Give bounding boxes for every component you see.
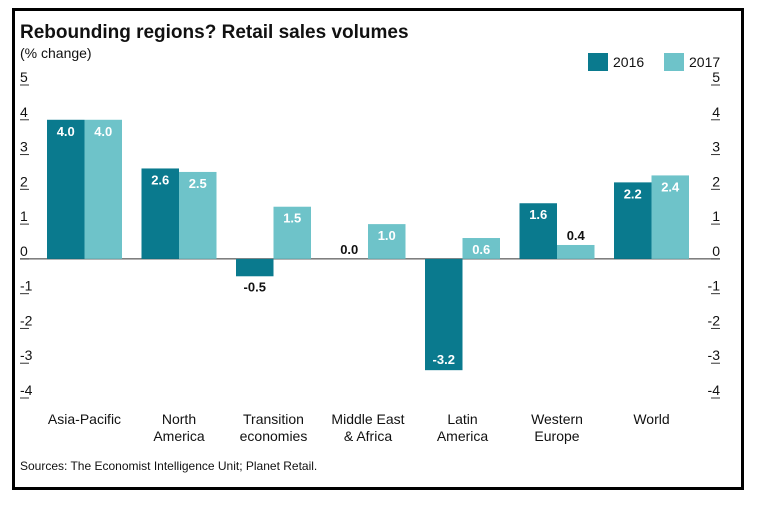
bar-2017-1 — [179, 171, 217, 259]
bar-2016-2 — [236, 258, 274, 277]
legend-swatch-2017 — [664, 53, 684, 71]
data-label-2016-0: 4.0 — [57, 124, 75, 139]
legend-label-2017: 2017 — [689, 54, 720, 70]
category-label-2: Transition — [243, 411, 304, 427]
y-tick-label-right: 3 — [712, 139, 720, 155]
y-tick-label-left: -1 — [20, 278, 33, 294]
category-label-1: North — [162, 411, 196, 427]
bar-2016-4 — [425, 258, 463, 371]
chart-title: Rebounding regions? Retail sales volumes — [20, 22, 409, 43]
y-tick-label-left: 4 — [20, 104, 28, 120]
data-label-2017-1: 2.5 — [189, 176, 207, 191]
y-tick-label-left: -3 — [20, 347, 33, 363]
y-tick-label-left: 5 — [20, 69, 28, 85]
data-label-2016-1: 2.6 — [151, 172, 169, 187]
bar-2016-6 — [614, 182, 652, 259]
data-label-2016-5: 1.6 — [529, 207, 547, 222]
category-label-1: America — [153, 428, 205, 444]
category-label-3: & Africa — [344, 428, 392, 444]
y-tick-label-left: 2 — [20, 173, 28, 189]
bar-2016-1 — [141, 168, 179, 259]
y-tick-label-right: 4 — [712, 104, 720, 120]
chart-subtitle: (% change) — [20, 45, 92, 61]
data-label-2016-2: -0.5 — [244, 279, 266, 294]
bar-2016-0 — [47, 119, 85, 259]
data-label-2016-4: -3.2 — [433, 352, 455, 367]
axes: 5 5 4 4 3 3 2 2 1 1 0 0 -1 -1 -2 -2 -3 -3 -4 -4 — [20, 69, 721, 399]
category-label-2: economies — [240, 428, 308, 444]
category-labels: Asia-Pacific NorthAmericaTransitioneconom… — [48, 411, 670, 444]
y-tick-label-left: 3 — [20, 139, 28, 155]
y-tick-label-right: -2 — [708, 312, 721, 328]
y-tick-label-right: 0 — [712, 243, 720, 259]
data-label-2016-6: 2.2 — [624, 186, 642, 201]
legend: 2016 2017 — [588, 53, 720, 71]
data-label-2017-4: 0.6 — [472, 242, 490, 257]
data-labels: 4.0 2.6 -0.5 0.0 -3.2 1.6 2.2 4.0 2.5 1.5 1.0 0.6 0.… — [57, 124, 680, 367]
bar-2017-4 — [462, 238, 500, 259]
y-tick-label-left: -2 — [20, 312, 33, 328]
data-label-2017-0: 4.0 — [94, 124, 112, 139]
y-tick-label-left: 1 — [20, 208, 28, 224]
y-tick-label-right: -4 — [708, 382, 721, 398]
legend-label-2016: 2016 — [613, 54, 644, 70]
source-note: Sources: The Economist Intelligence Unit… — [20, 459, 317, 473]
data-label-2017-2: 1.5 — [283, 211, 301, 226]
bar-2017-3 — [368, 224, 406, 259]
y-tick-label-right: -3 — [708, 347, 721, 363]
legend-swatch-2016 — [588, 53, 608, 71]
y-tick-label-right: 2 — [712, 173, 720, 189]
category-label-5: Europe — [534, 428, 579, 444]
y-tick-label-right: 5 — [712, 69, 720, 85]
bars — [47, 119, 689, 371]
y-tick-label-right: 1 — [712, 208, 720, 224]
bar-2017-0 — [84, 119, 122, 259]
y-tick-label-left: -4 — [20, 382, 33, 398]
category-label-3: Middle East — [331, 411, 404, 427]
category-label-4: Latin — [447, 411, 477, 427]
category-label-5: Western — [531, 411, 583, 427]
data-label-2017-3: 1.0 — [378, 228, 396, 243]
data-label-2016-3: 0.0 — [340, 242, 358, 257]
bar-2017-6 — [651, 175, 689, 259]
category-label-0: Asia-Pacific — [48, 411, 121, 427]
category-label-6: World — [633, 411, 669, 427]
y-tick-label-right: -1 — [708, 278, 721, 294]
data-label-2017-5: 0.4 — [567, 228, 586, 243]
y-tick-label-left: 0 — [20, 243, 28, 259]
data-label-2017-6: 2.4 — [661, 179, 680, 194]
bar-2017-5 — [557, 244, 595, 259]
bar-2016-5 — [519, 203, 557, 259]
bar-2017-2 — [273, 206, 311, 259]
category-label-4: America — [437, 428, 489, 444]
